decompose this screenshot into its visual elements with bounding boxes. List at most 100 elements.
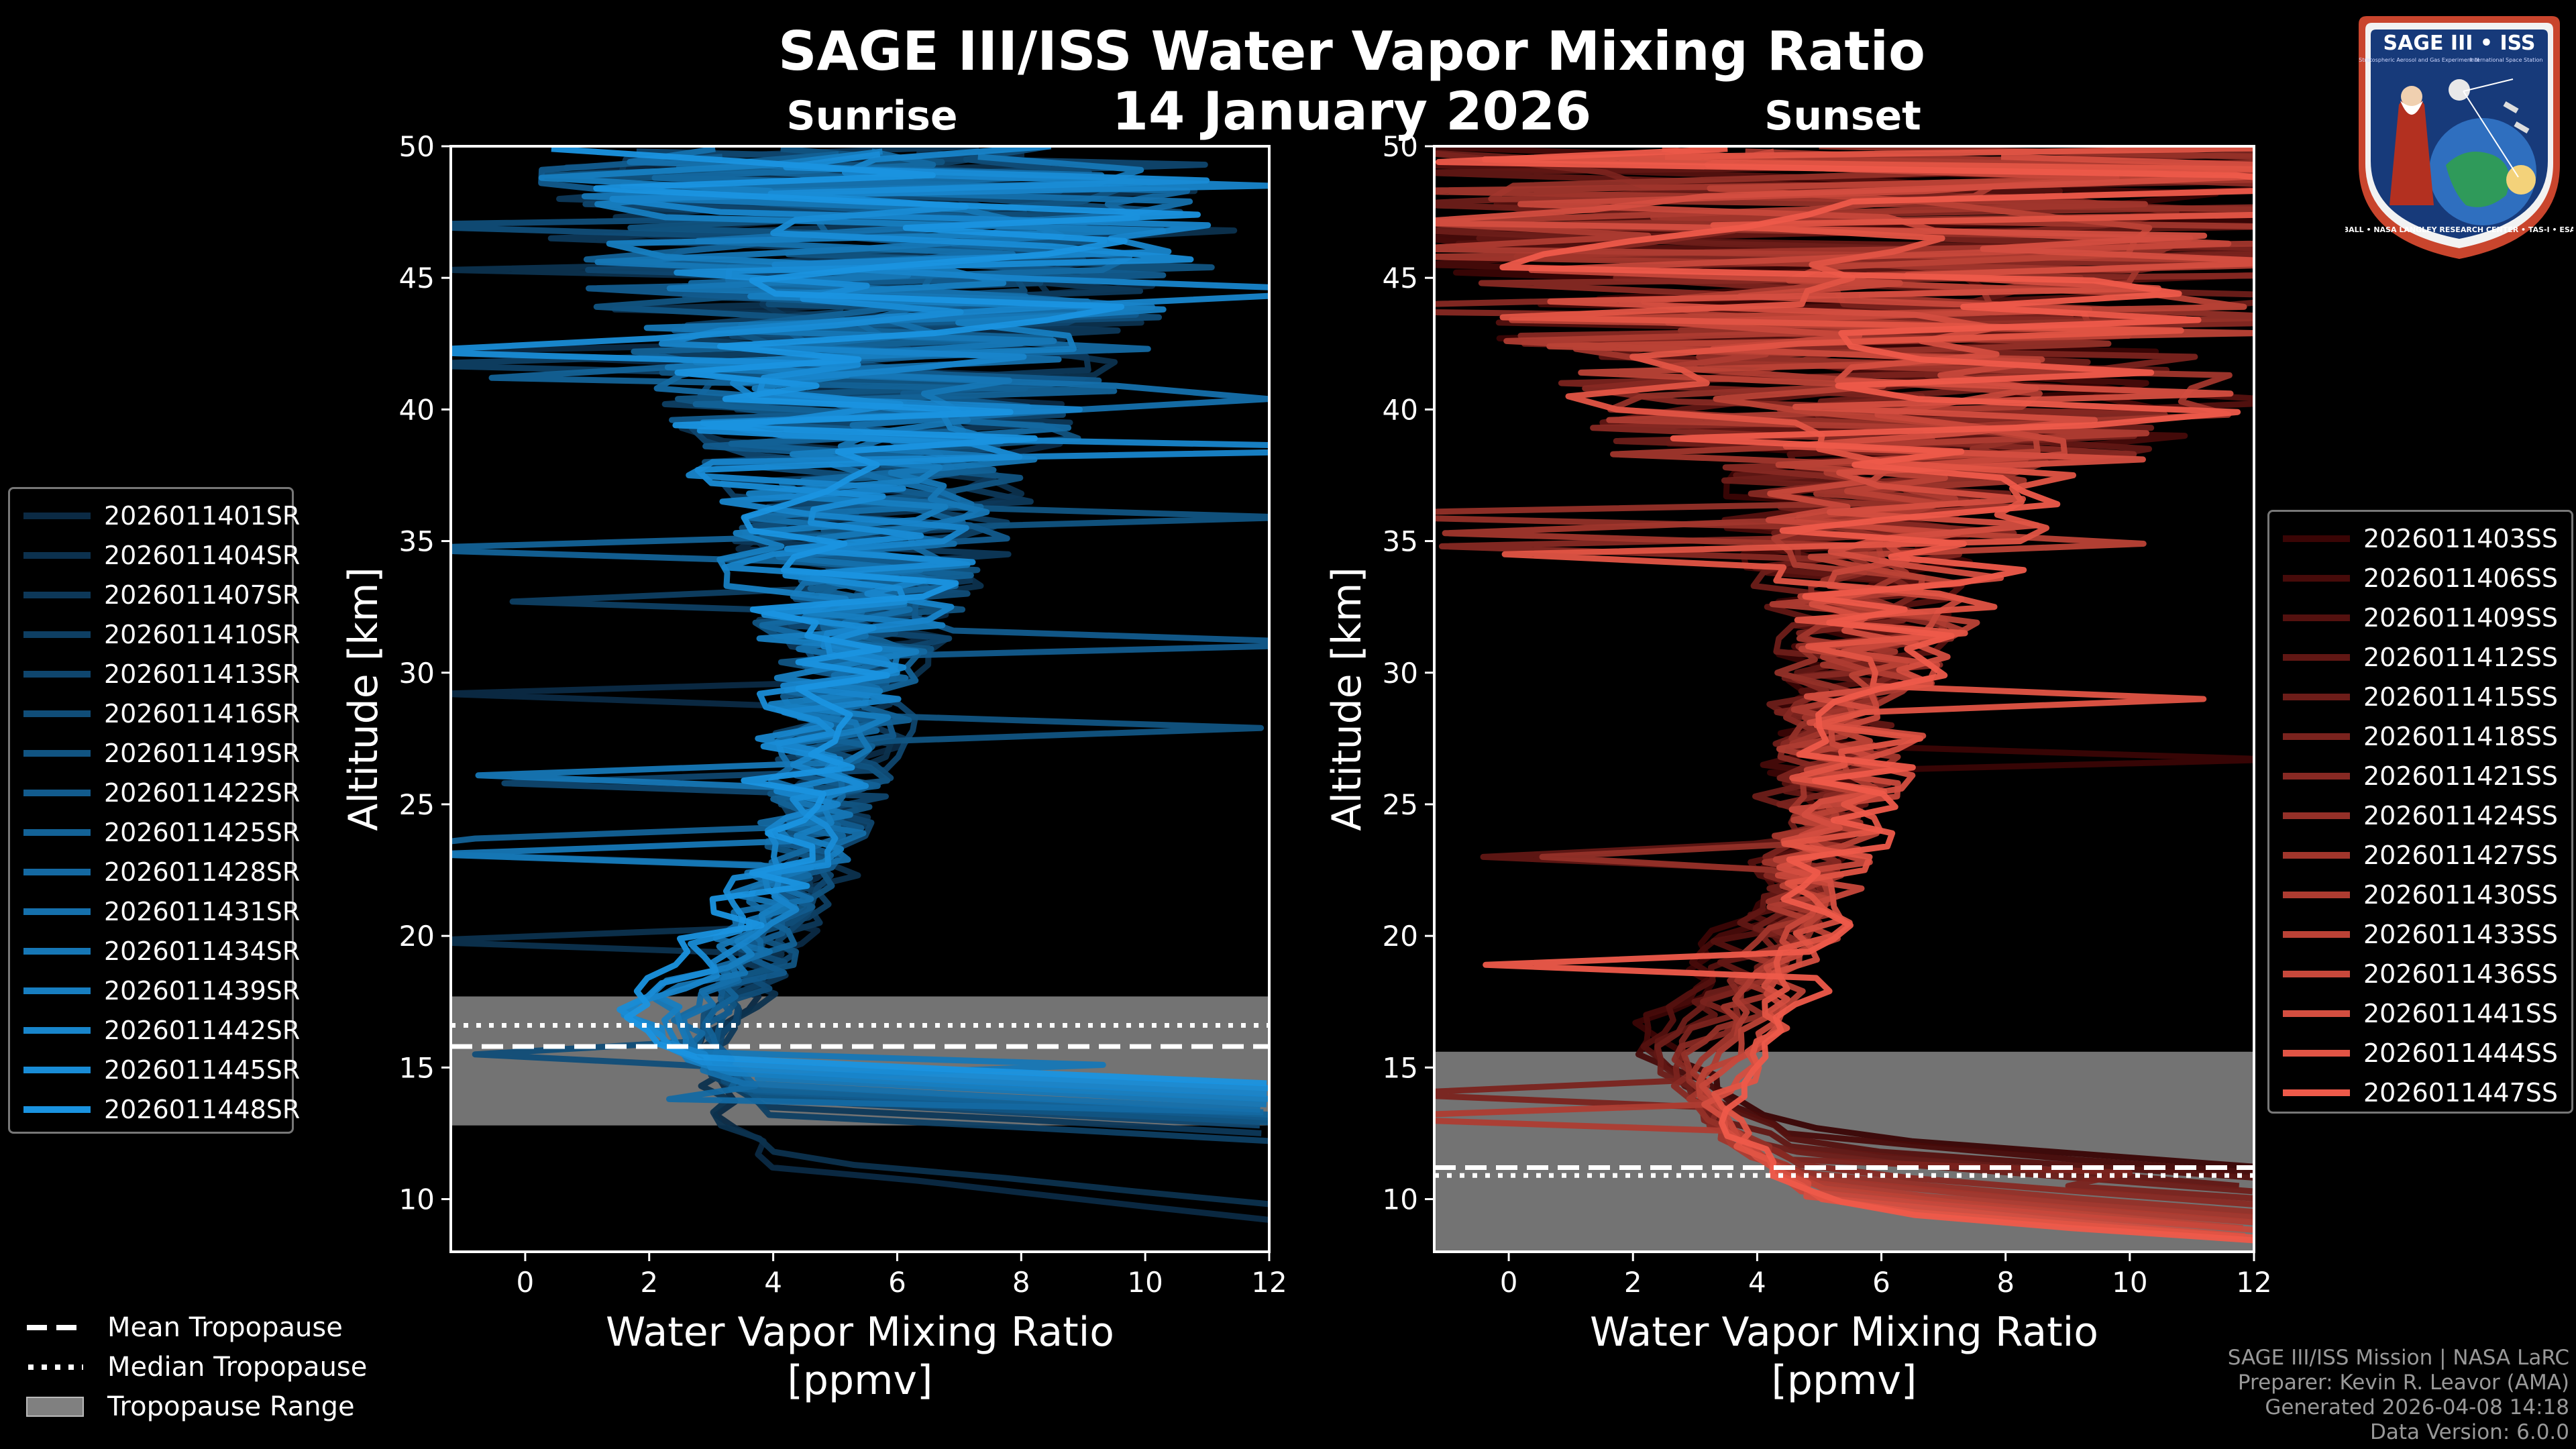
sunset-legend-swatch bbox=[2283, 1049, 2350, 1057]
sunset-ytick-label: 15 bbox=[1383, 1051, 1418, 1084]
sunrise-legend-label: 2026011410SR bbox=[104, 619, 301, 649]
sunrise-xtick-label: 4 bbox=[764, 1266, 782, 1299]
range-swatch-icon bbox=[26, 1397, 84, 1417]
sunrise-xtick-label: 12 bbox=[1251, 1266, 1287, 1299]
sunrise-legend-label: 2026011439SR bbox=[104, 975, 301, 1006]
sunset-legend-swatch bbox=[2283, 733, 2350, 740]
sunset-ytick-label: 10 bbox=[1383, 1183, 1418, 1216]
sunrise-legend-item: 2026011434SR bbox=[10, 931, 300, 971]
sunset-xlabel: Water Vapor Mixing Ratio bbox=[1590, 1309, 2098, 1356]
sunset-legend-swatch bbox=[2283, 693, 2350, 700]
sunrise-legend-swatch bbox=[23, 1026, 91, 1034]
badge-title: SAGE III • ISS bbox=[2383, 32, 2536, 55]
sunrise-series-line-2026011439SR bbox=[538, 148, 1269, 1102]
tropopause-range-key: Tropopause Range bbox=[25, 1387, 355, 1426]
sunrise-legend-label: 2026011431SR bbox=[104, 896, 301, 926]
sunset-legend-swatch bbox=[2283, 535, 2350, 542]
sunset-xtick-label: 4 bbox=[1748, 1266, 1766, 1299]
sunrise-legend-swatch bbox=[23, 1066, 91, 1073]
sunset-legend-swatch bbox=[2283, 812, 2350, 819]
sunset-legend-swatch bbox=[2283, 574, 2350, 582]
sunset-legend-item: 2026011444SS bbox=[2269, 1033, 2558, 1073]
sunrise-legend-swatch bbox=[23, 1106, 91, 1113]
sunset-legend-item: 2026011418SS bbox=[2269, 716, 2558, 756]
sunset-legend-label: 2026011436SS bbox=[2363, 959, 2559, 989]
sunrise-legend-item: 2026011428SR bbox=[10, 852, 300, 892]
sunset-legend-item: 2026011421SS bbox=[2269, 756, 2558, 796]
sunrise-legend-swatch bbox=[23, 551, 91, 559]
sunrise-legend-label: 2026011445SR bbox=[104, 1055, 301, 1085]
sunset-xtick-label: 10 bbox=[2112, 1266, 2147, 1299]
sunrise-legend-item: 2026011407SR bbox=[10, 575, 300, 614]
chart-title: SAGE III/ISS Water Vapor Mixing Ratio bbox=[777, 20, 1926, 83]
sunset-legend-item: 2026011415SS bbox=[2269, 677, 2558, 716]
mean-tropopause-key: Mean Tropopause bbox=[25, 1308, 343, 1347]
sunrise-legend-item: 2026011448SR bbox=[10, 1089, 300, 1129]
sunset-legend-item: 2026011403SS bbox=[2269, 519, 2558, 558]
sunrise-legend-swatch bbox=[23, 789, 91, 796]
badge-subtitle-right: International Space Station bbox=[2470, 57, 2543, 63]
dashed-line-icon bbox=[27, 1325, 83, 1330]
sunrise-legend-label: 2026011448SR bbox=[104, 1094, 301, 1124]
sunset-ytick-label: 40 bbox=[1383, 393, 1418, 426]
sunrise-xtick-label: 6 bbox=[888, 1266, 906, 1299]
sunrise-xtick-label: 8 bbox=[1012, 1266, 1030, 1299]
sunset-legend-label: 2026011441SS bbox=[2363, 998, 2559, 1028]
sunrise-legend-item: 2026011419SR bbox=[10, 733, 300, 773]
sunset-legend-label: 2026011427SS bbox=[2363, 840, 2559, 870]
sunrise-legend-swatch bbox=[23, 512, 91, 519]
sunrise-xlabel-units: [ppmv] bbox=[788, 1357, 933, 1404]
sunset-legend-item: 2026011436SS bbox=[2269, 954, 2558, 994]
sunset-legend-item: 2026011433SS bbox=[2269, 914, 2558, 954]
sunset-ytick-label: 50 bbox=[1383, 130, 1418, 163]
sunrise-legend-swatch bbox=[23, 947, 91, 955]
sunrise-label: Sunrise bbox=[786, 93, 958, 140]
sunset-legend-swatch bbox=[2283, 970, 2350, 977]
sunset-legend-swatch bbox=[2283, 772, 2350, 780]
sunrise-xtick-label: 10 bbox=[1127, 1266, 1163, 1299]
sunrise-legend-label: 2026011407SR bbox=[104, 580, 301, 610]
sunrise-legend-swatch bbox=[23, 670, 91, 678]
credit-preparer: Preparer: Kevin R. Leavor (AMA) bbox=[2237, 1371, 2569, 1395]
sunrise-legend-swatch bbox=[23, 828, 91, 836]
sunset-legend: 2026011403SS 2026011406SS 2026011409SS 2026… bbox=[2267, 510, 2573, 1114]
credit-generated: Generated 2026-04-08 14:18 bbox=[2265, 1395, 2569, 1419]
sunrise-legend-label: 2026011442SR bbox=[104, 1015, 301, 1045]
sunrise-ytick-label: 40 bbox=[399, 393, 435, 426]
sunrise-legend-swatch bbox=[23, 591, 91, 598]
sunset-label: Sunset bbox=[1764, 93, 1921, 140]
sunset-legend-label: 2026011424SS bbox=[2363, 800, 2559, 830]
sunrise-legend-label: 2026011404SR bbox=[104, 540, 301, 570]
sunset-legend-label: 2026011415SS bbox=[2363, 682, 2559, 712]
sunset-legend-item: 2026011441SS bbox=[2269, 994, 2558, 1033]
sunrise-series-line-2026011448SR bbox=[551, 146, 1267, 1087]
sunrise-legend: 2026011401SR 2026011404SR 2026011407SR 2026… bbox=[8, 487, 300, 1134]
sunset-plot-frame bbox=[1433, 145, 2255, 1253]
sunrise-legend-item: 2026011431SR bbox=[10, 892, 300, 931]
sunrise-legend-swatch bbox=[23, 987, 91, 994]
sunrise-ytick-label: 35 bbox=[399, 525, 435, 558]
sunrise-legend-item: 2026011445SR bbox=[10, 1050, 300, 1089]
credit-version: Data Version: 6.0.0 bbox=[2369, 1420, 2569, 1444]
sunset-legend-swatch bbox=[2283, 1089, 2350, 1096]
sunset-legend-item: 2026011412SS bbox=[2269, 637, 2558, 677]
sunset-ytick-label: 35 bbox=[1383, 525, 1418, 558]
sunrise-ylabel: Altitude [km] bbox=[340, 567, 387, 831]
sunrise-legend-swatch bbox=[23, 631, 91, 638]
sunrise-legend-item: 2026011425SR bbox=[10, 812, 300, 852]
chart-date: 14 January 2026 bbox=[1112, 82, 1592, 142]
sunset-ytick-label: 30 bbox=[1383, 657, 1418, 690]
sunrise-legend-swatch bbox=[23, 749, 91, 757]
sunset-legend-item: 2026011424SS bbox=[2269, 796, 2558, 835]
sunset-xtick-label: 8 bbox=[1996, 1266, 2015, 1299]
sunset-legend-label: 2026011409SS bbox=[2363, 602, 2559, 633]
sunrise-legend-label: 2026011419SR bbox=[104, 738, 301, 768]
sunset-legend-label: 2026011430SS bbox=[2363, 879, 2559, 910]
sunset-legend-label: 2026011433SS bbox=[2363, 919, 2559, 949]
sunset-ytick-label: 20 bbox=[1383, 920, 1418, 953]
sunrise-legend-label: 2026011401SR bbox=[104, 500, 301, 531]
sunrise-legend-label: 2026011434SR bbox=[104, 936, 301, 966]
sunrise-legend-item: 2026011413SR bbox=[10, 654, 300, 694]
sunset-series-group bbox=[1434, 146, 2254, 1244]
sunset-xlabel-units: [ppmv] bbox=[1772, 1357, 1917, 1404]
